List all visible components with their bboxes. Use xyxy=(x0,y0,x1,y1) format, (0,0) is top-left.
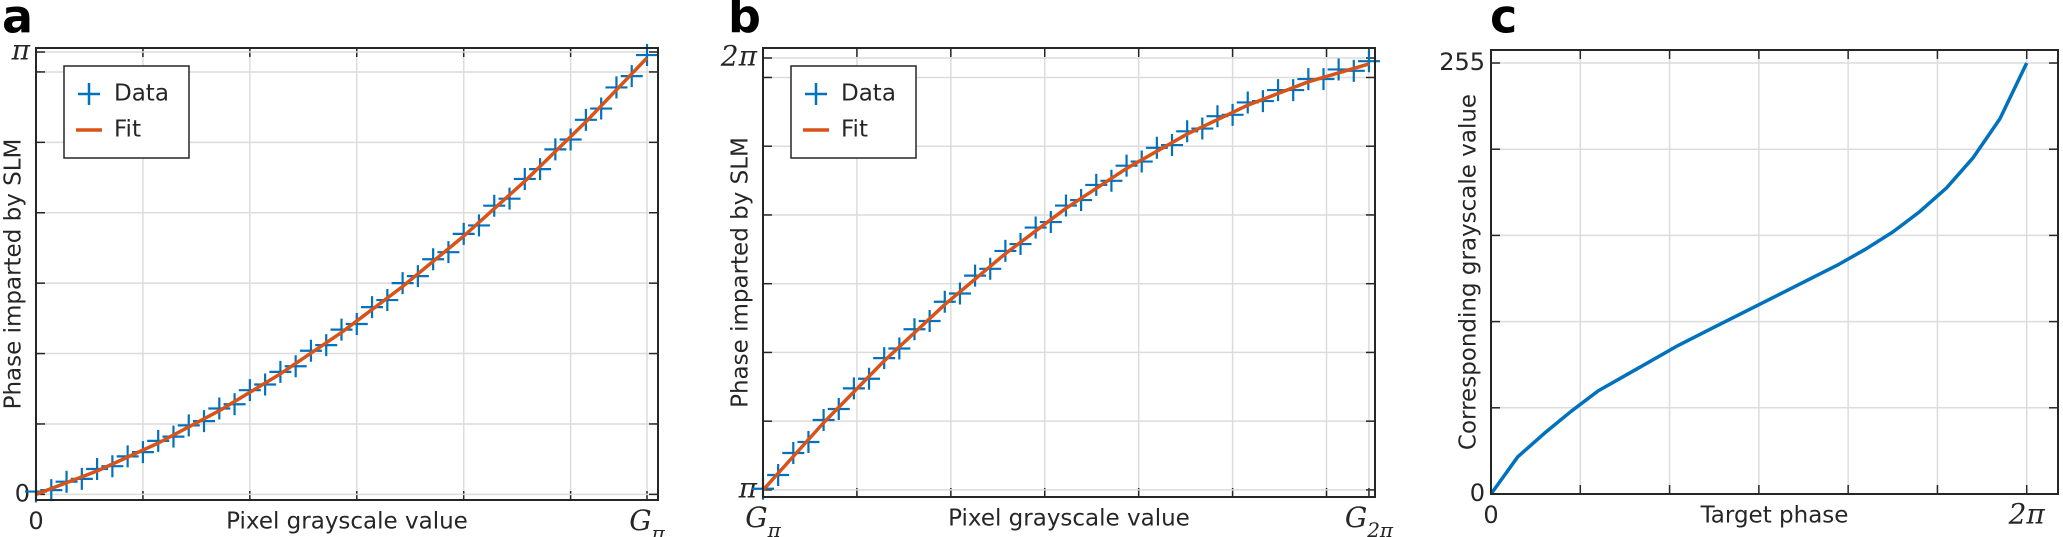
panel: b Gπ G2π π 2π Pixel grayscale value Phase impa… xyxy=(720,0,1394,537)
fit-line xyxy=(761,62,1370,492)
y-tick-label: π xyxy=(738,471,758,504)
data-point xyxy=(1357,50,1380,73)
panel: c 0 2π 0 255 Target phase Corresponding graysc… xyxy=(1439,0,2059,531)
data-point xyxy=(933,290,956,313)
axes-box xyxy=(762,47,1376,498)
y-tick-label: 255 xyxy=(1439,48,1485,76)
x-axis-label: Pixel grayscale value xyxy=(948,506,1190,532)
legend-label: Data xyxy=(841,81,896,107)
data-point xyxy=(903,318,926,341)
x-tick-label: 0 xyxy=(1483,501,1498,529)
data-point xyxy=(979,257,1002,280)
data-point xyxy=(782,442,805,465)
x-tick-label: 2π xyxy=(2008,498,2046,531)
data-point xyxy=(559,128,582,151)
panel: a 0 Gπ 0 π Pixel grayscale value Phase imparte… xyxy=(1,0,666,537)
panel-label: b xyxy=(728,0,761,44)
y-axis-label: Phase imparted by SLM xyxy=(1,139,27,410)
data-point xyxy=(315,334,338,357)
y-tick-label: 2π xyxy=(720,40,758,73)
legend-label: Fit xyxy=(841,117,868,143)
data-point xyxy=(391,272,414,295)
data-point xyxy=(1039,211,1062,234)
data-point xyxy=(918,310,941,333)
data-point xyxy=(529,158,552,181)
data-point xyxy=(964,264,987,287)
data-point xyxy=(299,339,322,362)
data-point xyxy=(330,318,353,341)
data-point xyxy=(345,312,368,335)
data-point xyxy=(467,214,490,237)
x-axis-label: Target phase xyxy=(1700,503,1849,529)
data-point xyxy=(284,355,307,378)
data-point xyxy=(361,296,384,319)
panel-label: a xyxy=(2,0,33,44)
x-tick-label: Gπ xyxy=(745,501,781,537)
axes-box xyxy=(1490,49,2059,495)
legend-box xyxy=(63,65,190,159)
fit-line xyxy=(1489,62,2029,496)
data-point xyxy=(208,397,231,420)
data-point xyxy=(842,377,865,400)
data-point xyxy=(873,347,896,370)
fit-line xyxy=(35,56,649,497)
y-tick-label: 0 xyxy=(1470,479,1485,507)
data-point xyxy=(483,194,506,217)
y-tick-label: π xyxy=(11,33,31,66)
y-tick-label: 0 xyxy=(15,479,30,507)
x-tick-label: 0 xyxy=(28,507,43,535)
y-axis-label: Corresponding grayscale value xyxy=(1456,94,1482,450)
legend-box xyxy=(790,65,917,159)
data-point xyxy=(590,97,613,120)
data-point xyxy=(994,239,1017,262)
legend-label: Fit xyxy=(114,117,141,143)
data-point xyxy=(812,409,835,432)
x-tick-label: G2π xyxy=(1345,501,1394,537)
legend-marker xyxy=(78,83,100,105)
axes-box xyxy=(35,47,659,501)
data-point xyxy=(238,379,261,402)
data-point xyxy=(1100,169,1123,192)
legend-label: Data xyxy=(114,81,169,107)
panel-label: c xyxy=(1490,0,1517,44)
data-point xyxy=(437,241,460,264)
x-axis-label: Pixel grayscale value xyxy=(226,509,468,535)
legend-marker xyxy=(805,83,827,105)
y-axis-label: Phase imparted by SLM xyxy=(728,137,754,408)
data-point xyxy=(498,187,521,210)
x-tick-label: Gπ xyxy=(629,504,665,537)
plot-area xyxy=(1491,50,2058,494)
